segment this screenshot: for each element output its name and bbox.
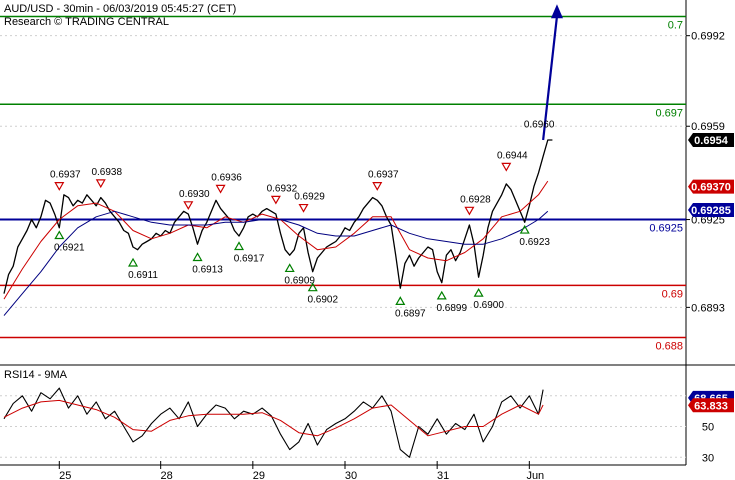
peak-label: 0.6928 [460,194,491,205]
trough-label: 0.6899 [436,303,467,314]
peak-label: 0.6929 [294,192,325,203]
price-badge-label: 0.69285 [691,205,731,217]
trough-marker [307,282,318,292]
time-tick-label: 30 [345,470,357,480]
time-tick-label: 28 [161,470,173,480]
chart-subtitle: Research © TRADING CENTRAL [4,16,169,28]
price-badge-red [688,179,734,194]
peak-label: 0.6937 [368,170,399,181]
trough-label: 0.6913 [192,264,223,275]
price-tick-label: 0.6925 [691,215,725,227]
price-tick-labels: 0.6992 0.6959 0.6925 0.6893 [686,31,725,314]
trough-marker [284,263,295,273]
trough-marker [127,257,139,267]
trough-marker [436,290,447,300]
rsi_ma-line [3,399,544,437]
level-label: 0.688 [655,341,683,353]
time-axis: 25 28 29 30 31 Jun [0,461,686,480]
price-badge-price [688,132,734,147]
rsi-line [3,387,544,458]
trough-label: 0.6911 [128,270,158,281]
peak-marker [95,179,106,189]
peak-label: 0.6938 [91,167,122,178]
peak-label: 0.6936 [211,172,242,183]
rsi-series-group [3,387,544,458]
rsi-title: RSI14 - 9MA [4,369,68,381]
price-tick-label: 0.6893 [691,302,725,314]
price-tick-label: 0.6992 [691,31,725,43]
time-tick-label: Jun [526,470,544,480]
rsi-gridlines [0,395,686,458]
peak-marker [501,162,512,172]
peak-marker [298,203,309,213]
trough-marker [192,252,203,262]
trough-label: 0.6897 [395,308,426,319]
chart-title: AUD/USD - 30min - 06/03/2019 05:45:27 (C… [4,3,236,15]
rsi-tick-label: 30 [702,452,714,464]
peak-marker [270,195,281,205]
rsi-tick-label: 50 [702,422,714,434]
price-series-group: 0.6960 [3,4,563,316]
trough-marker [519,224,530,234]
peak-marker [183,201,194,211]
peak-marker [372,182,383,191]
rsi-badges: 68.66563.833 [688,390,734,413]
trough-marker [473,287,484,297]
projection-arrow-shaft [542,16,559,141]
trough-label: 0.6917 [234,254,265,265]
level-label: 0.7 [668,19,683,31]
price-badges: 0.6954 0.69370 0.69285 [688,132,734,217]
peak-label: 0.6930 [179,189,210,200]
trough-label: 0.6909 [284,275,315,286]
level-label: 0.6925 [649,223,683,235]
trough-marker [54,230,65,240]
peak-marker [215,184,226,194]
rsi-badge-rsi_ma [688,398,734,413]
trough-label: 0.6900 [473,300,504,311]
price-badge-label: 0.69370 [691,182,731,194]
peak-marker [54,182,65,191]
projection-arrow-head [550,4,563,19]
peak-label: 0.6932 [267,183,298,194]
price-badge-label: 0.6954 [694,135,729,147]
price-tick-label: 0.6959 [691,121,725,133]
peak-label: 0.6937 [50,170,81,181]
peak-marker [464,206,475,216]
price-line [3,139,553,294]
time-tick-label: 25 [59,470,71,480]
rsi-badge-label: 63.833 [694,400,728,412]
level-label: 0.69 [662,288,683,300]
trough-marker [233,241,245,251]
level-label: 0.697 [655,107,683,119]
trough-marker [395,296,406,305]
peak-label: 0.6944 [497,150,528,161]
ma_slow-line [3,210,549,316]
time-tick-label: 29 [253,470,265,480]
rsi-panel: RSI14 - 9MA 705030 68.66563.833 [0,365,734,465]
trough-label: 0.6902 [307,295,338,306]
trough-label: 0.6923 [519,237,550,248]
price-badge-blue [688,202,734,217]
horizontal-levels: 0.7 0.697 0.6925 0.69 0.688 [0,15,686,353]
trough-label: 0.6921 [54,243,85,254]
target-label: 0.6960 [524,119,555,130]
time-tick-label: 31 [437,470,449,480]
